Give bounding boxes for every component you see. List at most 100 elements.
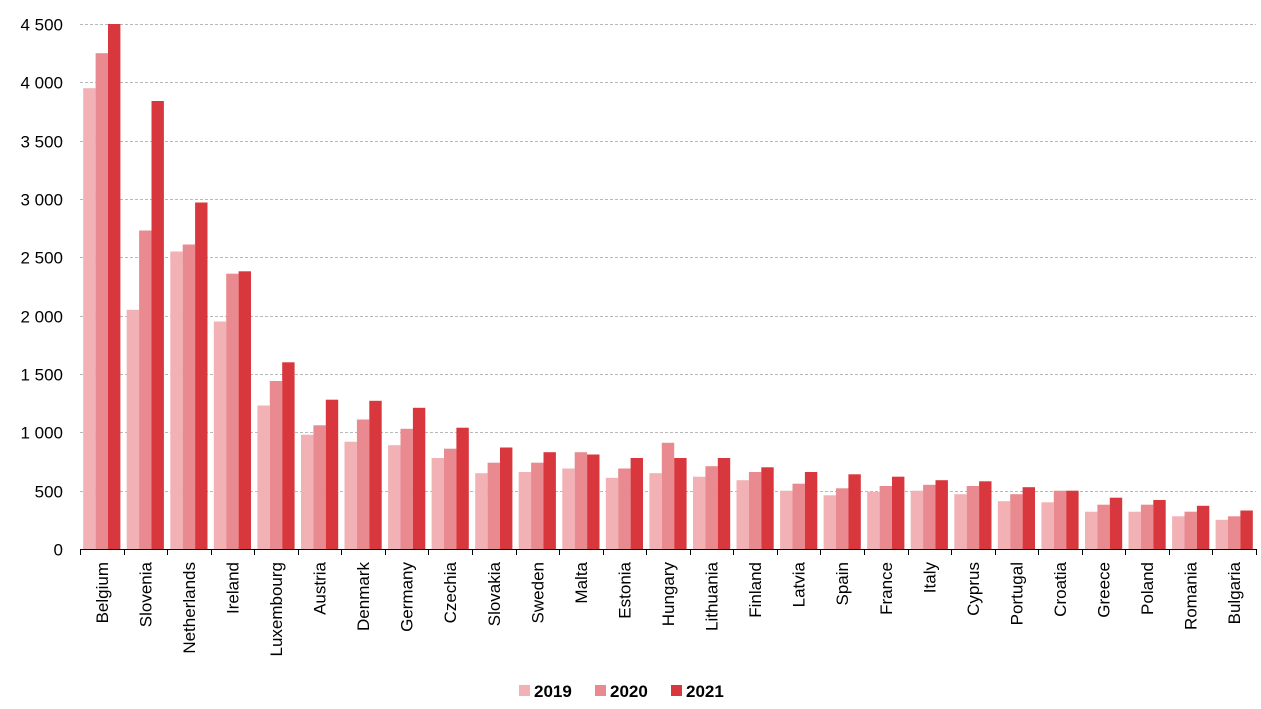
- bar-2020-slovakia: [487, 462, 500, 549]
- bar-2021-denmark: [369, 400, 382, 549]
- x-tick-label: Lithuania: [703, 561, 722, 631]
- bar-2020-netherlands: [182, 244, 196, 549]
- legend: 2019 2020 2021: [519, 682, 724, 701]
- legend-swatch-2019: [519, 685, 530, 696]
- x-tick-label: Bulgaria: [1225, 561, 1244, 624]
- bar-2020-france: [879, 486, 892, 549]
- bar-2019-austria: [301, 434, 314, 549]
- bar-2020-portugal: [1010, 494, 1023, 549]
- x-tick-label: Latvia: [790, 561, 809, 607]
- bar-2020-spain: [836, 488, 849, 549]
- bar-2020-croatia: [1053, 490, 1067, 549]
- x-tick-label: Finland: [746, 562, 765, 618]
- bar-2021-italy: [935, 480, 948, 549]
- bars: [83, 24, 1253, 549]
- bar-2020-latvia: [792, 483, 805, 549]
- x-tick-label: Slovakia: [485, 561, 504, 626]
- x-tick-label: Sweden: [528, 562, 547, 623]
- bar-2021-slovakia: [500, 447, 513, 549]
- bar-2019-denmark: [344, 441, 357, 549]
- bar-2020-belgium: [95, 53, 108, 549]
- x-tick-label: Germany: [398, 562, 417, 632]
- bar-2019-cyprus: [954, 494, 967, 549]
- bar-2020-italy: [923, 484, 936, 549]
- x-tick-label: Greece: [1095, 562, 1114, 618]
- x-tick-label: Netherlands: [180, 562, 199, 654]
- bar-2021-cyprus: [979, 481, 992, 549]
- bar-2021-greece: [1109, 497, 1123, 549]
- bar-2019-sweden: [518, 472, 532, 549]
- x-tick-label: Spain: [833, 562, 852, 605]
- x-tick-label: Slovenia: [136, 561, 155, 627]
- y-tick-label: 4 000: [20, 74, 63, 93]
- y-tick-label: 3 000: [20, 191, 63, 210]
- bar-2021-france: [892, 476, 905, 549]
- bar-2021-romania: [1196, 505, 1210, 549]
- bar-2019-greece: [1085, 511, 1098, 549]
- bar-2020-poland: [1140, 504, 1154, 549]
- x-tick-label: Portugal: [1007, 562, 1026, 625]
- x-tick-label: Ireland: [223, 562, 242, 614]
- legend-swatch-2020: [595, 685, 606, 696]
- bar-2019-germany: [388, 445, 401, 549]
- bar-2021-bulgaria: [1240, 510, 1253, 549]
- bar-2021-estonia: [630, 458, 643, 549]
- bar-2021-ireland: [238, 271, 251, 549]
- bar-2021-portugal: [1022, 487, 1035, 549]
- gridlines: [80, 24, 1256, 492]
- y-tick-label: 2 500: [20, 249, 63, 268]
- bar-2021-hungary: [674, 458, 687, 549]
- y-tick-label: 500: [35, 483, 63, 502]
- bar-2019-slovakia: [475, 473, 488, 549]
- y-tick-label: 3 500: [20, 133, 63, 152]
- bar-2019-slovenia: [126, 309, 140, 549]
- x-tick-label: Poland: [1138, 562, 1157, 615]
- bar-2021-slovenia: [151, 101, 164, 549]
- bar-2021-germany: [412, 407, 426, 549]
- bar-2021-poland: [1153, 500, 1166, 549]
- legend-label-2019: 2019: [534, 682, 572, 701]
- bar-2020-hungary: [661, 442, 675, 549]
- bar-2020-austria: [313, 425, 326, 549]
- bar-2020-sweden: [531, 462, 544, 549]
- bar-2019-latvia: [780, 490, 793, 549]
- bar-2019-belgium: [83, 88, 96, 549]
- bar-2020-luxembourg: [269, 381, 283, 549]
- y-axis: 0 500 1 000 1 500 2 000 2 500 3 000 3 500 4 000 4…: [20, 16, 63, 560]
- y-tick-label: 0: [54, 541, 63, 560]
- y-tick-label: 4 500: [20, 16, 63, 35]
- bar-2019-lithuania: [693, 476, 706, 549]
- bar-2021-lithuania: [717, 458, 731, 549]
- bar-2019-finland: [736, 480, 749, 549]
- bar-2021-sweden: [543, 452, 556, 549]
- bar-2021-croatia: [1066, 490, 1079, 549]
- legend-swatch-2021: [671, 685, 682, 696]
- bar-2021-netherlands: [195, 202, 208, 549]
- bar-2020-cyprus: [966, 486, 980, 549]
- bar-2021-luxembourg: [282, 362, 295, 549]
- bar-2020-germany: [400, 428, 413, 549]
- bar-2021-finland: [761, 467, 774, 549]
- x-tick-label: Austria: [311, 561, 330, 614]
- bar-2019-estonia: [605, 477, 619, 549]
- bar-2020-lithuania: [705, 466, 718, 549]
- bar-2019-luxembourg: [257, 405, 270, 549]
- x-tick-label: France: [877, 562, 896, 615]
- bar-2019-spain: [823, 495, 836, 549]
- bar-2019-romania: [1172, 516, 1185, 549]
- x-tick-label: Czechia: [441, 561, 460, 623]
- bar-2020-czechia: [444, 448, 457, 549]
- y-tick-label: 2 000: [20, 308, 63, 327]
- x-tick-label: Malta: [572, 561, 591, 603]
- x-tick-label: Hungary: [659, 562, 678, 627]
- bar-2020-bulgaria: [1228, 516, 1241, 549]
- x-tick-label: Croatia: [1051, 561, 1070, 616]
- bar-2020-denmark: [356, 419, 370, 549]
- bar-2019-italy: [910, 490, 924, 549]
- bar-2021-belgium: [108, 24, 121, 549]
- x-tick-label: Denmark: [354, 562, 373, 631]
- bar-2020-slovenia: [139, 230, 152, 549]
- bar-2019-malta: [562, 468, 575, 549]
- x-tick-label: Luxembourg: [267, 562, 286, 657]
